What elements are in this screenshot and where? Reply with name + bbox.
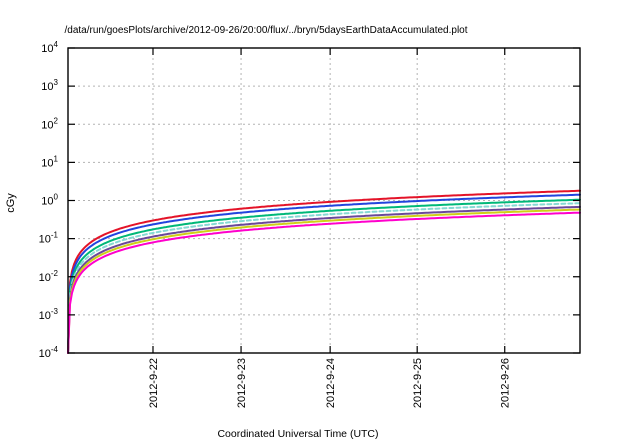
y-tick-label: 103 bbox=[41, 78, 58, 93]
y-tick-label: 101 bbox=[41, 154, 58, 169]
y-tick-label: 100 bbox=[41, 193, 58, 208]
data-curves bbox=[67, 189, 581, 354]
x-tick-label: 2012-9-26 bbox=[500, 358, 512, 408]
dose-curve-red bbox=[67, 189, 581, 354]
x-tick-label: 2012-9-24 bbox=[325, 358, 337, 408]
y-tick-label: 102 bbox=[41, 116, 58, 131]
y-tick-labels: 104 103 102 101 100 10-1 10-2 10-3 10-4 bbox=[39, 40, 59, 360]
y-tick-label: 10-2 bbox=[39, 269, 59, 284]
dose-curve-magenta bbox=[67, 211, 581, 354]
y-tick-label: 10-4 bbox=[39, 345, 59, 360]
dose-curve-dark-violet bbox=[67, 205, 581, 354]
grid-lines bbox=[68, 48, 580, 353]
plot-border bbox=[67, 47, 581, 354]
x-axis-label: Coordinated Universal Time (UTC) bbox=[217, 428, 378, 440]
dose-curve-yellow bbox=[67, 208, 581, 354]
y-tick-label: 10-3 bbox=[39, 307, 59, 322]
axis-ticks bbox=[68, 47, 580, 354]
dose-curve-cyan-dashed bbox=[67, 202, 581, 354]
x-tick-label: 2012-9-23 bbox=[236, 358, 248, 408]
x-tick-label: 2012-9-25 bbox=[412, 358, 424, 408]
dose-curve-sea-green bbox=[67, 198, 581, 354]
x-tick-label: 2012-9-22 bbox=[148, 358, 160, 408]
dose-curve-blue bbox=[67, 193, 581, 354]
plot-title: /data/run/goesPlots/archive/2012-09-26/2… bbox=[64, 25, 467, 36]
y-tick-label: 104 bbox=[41, 40, 58, 55]
x-tick-labels: 2012-9-22 2012-9-23 2012-9-24 2012-9-25 2012… bbox=[148, 358, 512, 408]
y-tick-label: 10-1 bbox=[39, 231, 59, 246]
y-axis-label: cGy bbox=[5, 193, 17, 213]
